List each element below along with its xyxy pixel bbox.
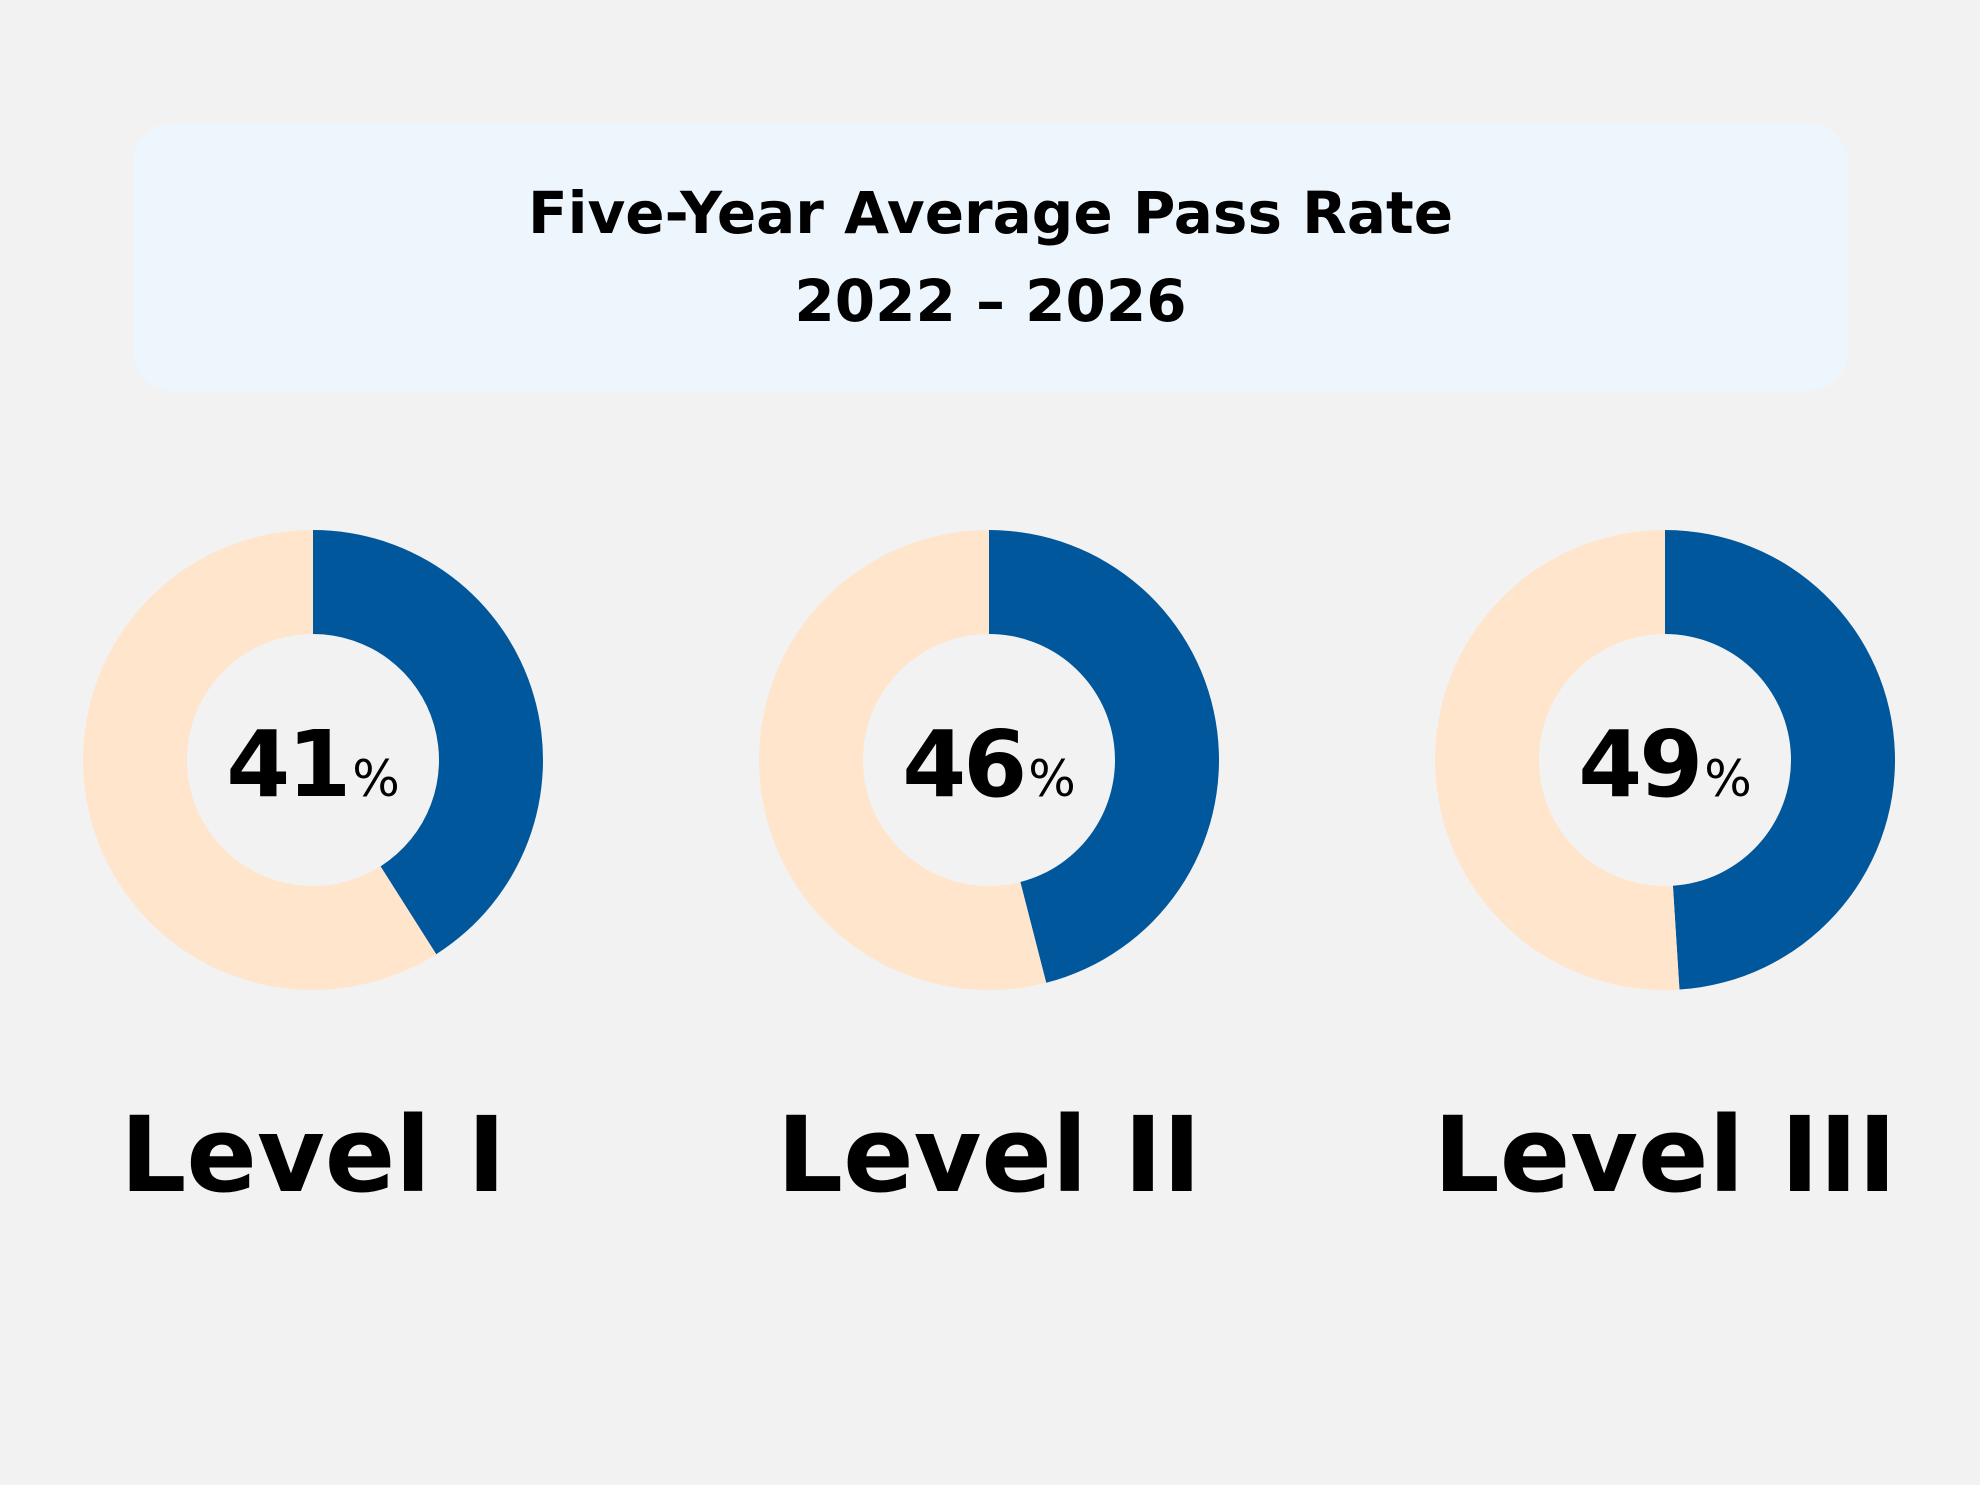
chart-title: Five-Year Average Pass Rate xyxy=(527,179,1454,247)
percentage-value: 46 xyxy=(902,711,1027,818)
title-box: Five-Year Average Pass Rate 2022 – 2026 xyxy=(133,123,1848,391)
donut-chart-level-2: 46% xyxy=(749,520,1229,1010)
percentage-label-level-1: 41% xyxy=(73,710,553,820)
donut-chart-level-1: 41% xyxy=(73,520,553,1010)
percentage-label-level-3: 49% xyxy=(1425,710,1905,820)
donut-svg-level-3 xyxy=(1434,530,1895,990)
percentage-label-level-2: 46% xyxy=(749,710,1229,820)
chart-subtitle-years: 2022 – 2026 xyxy=(794,267,1187,335)
level-label-1: Level I xyxy=(120,1094,506,1216)
pass-rate-slice xyxy=(1665,530,1895,990)
percentage-value: 49 xyxy=(1578,711,1703,818)
level-label-3: Level III xyxy=(1433,1094,1897,1216)
percent-sign: % xyxy=(352,750,400,808)
pass-rate-slice xyxy=(313,530,543,955)
percent-sign: % xyxy=(1704,750,1752,808)
percent-sign: % xyxy=(1028,750,1076,808)
remainder-slice xyxy=(82,530,437,990)
donut-svg-level-2 xyxy=(758,530,1219,990)
remainder-slice xyxy=(1434,530,1680,990)
level-label-2: Level II xyxy=(776,1094,1202,1216)
remainder-slice xyxy=(758,530,1047,990)
pass-rate-slice xyxy=(989,530,1219,983)
percentage-value: 41 xyxy=(226,711,351,818)
donut-chart-level-3: 49% xyxy=(1425,520,1905,1010)
donut-svg-level-1 xyxy=(82,530,543,990)
